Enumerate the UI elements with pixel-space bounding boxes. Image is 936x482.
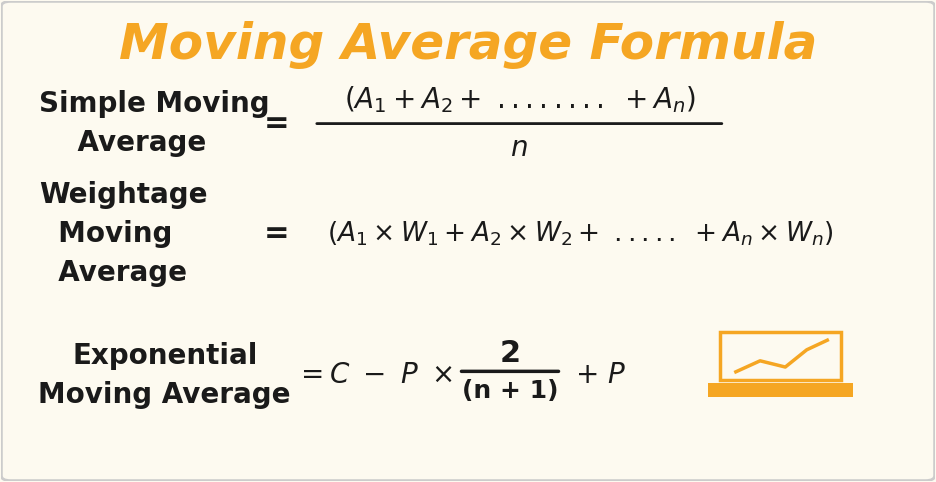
Text: Moving Average Formula: Moving Average Formula bbox=[119, 21, 817, 68]
Text: =: = bbox=[264, 109, 289, 138]
Text: =: = bbox=[264, 219, 289, 248]
Text: (n + 1): (n + 1) bbox=[461, 378, 558, 402]
Text: $(A_1+ A_2+\ ........\ + A_n)$: $(A_1+ A_2+\ ........\ + A_n)$ bbox=[344, 84, 695, 115]
Text: $(A_1\times W_1 + A_2\times W_2 +\ .....\ + A_n\times W_n)$: $(A_1\times W_1 + A_2\times W_2 +\ .....… bbox=[327, 220, 833, 248]
Text: Weightage
  Moving
  Average: Weightage Moving Average bbox=[38, 181, 207, 287]
Text: 2: 2 bbox=[500, 339, 520, 368]
Text: $+\ P$: $+\ P$ bbox=[576, 361, 626, 389]
Text: Simple Moving
    Average: Simple Moving Average bbox=[38, 90, 270, 157]
FancyBboxPatch shape bbox=[708, 383, 854, 397]
Text: $n$: $n$ bbox=[510, 134, 528, 161]
Text: Exponential
Moving Average: Exponential Moving Average bbox=[38, 342, 291, 409]
Text: $= C\ -\ P\ \times$: $= C\ -\ P\ \times$ bbox=[296, 361, 453, 389]
